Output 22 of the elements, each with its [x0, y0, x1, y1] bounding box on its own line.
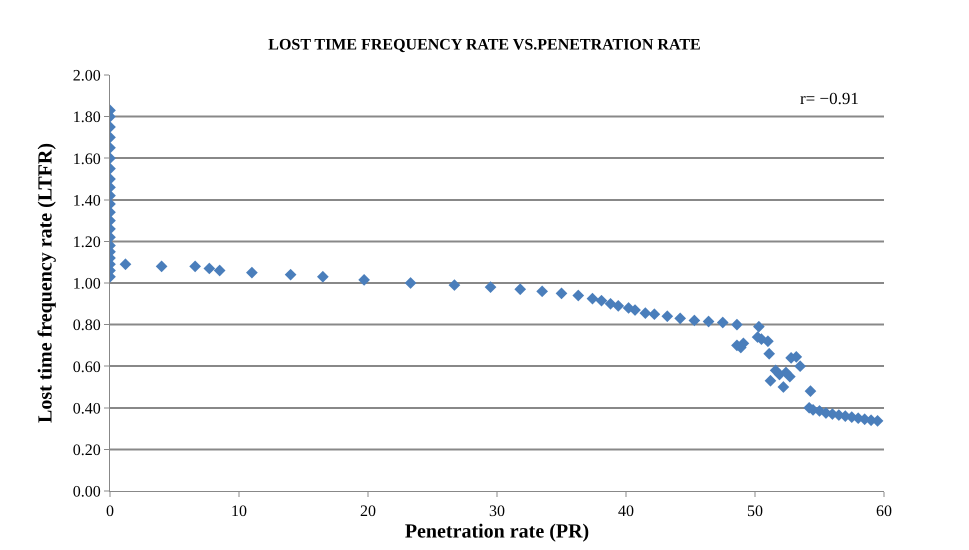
y-tick-label: 1.80: [72, 109, 101, 126]
y-tick-label: 1.20: [72, 234, 101, 251]
y-tick-label: 2.00: [72, 68, 101, 85]
x-tick-label: 10: [231, 503, 247, 520]
y-tick-label: 1.40: [72, 192, 101, 210]
x-axis-title: Penetration rate (PR): [404, 520, 590, 543]
y-tick-label: 0.00: [72, 484, 101, 501]
y-tick-label: 0.60: [72, 358, 101, 376]
y-axis-title: Lost time frequency rate (LTFR): [34, 143, 56, 423]
x-tick-label: 60: [876, 503, 892, 520]
x-tick-label: 50: [747, 503, 763, 520]
annotation: r= −0.91: [800, 89, 859, 108]
x-tick-label: 20: [360, 503, 376, 520]
x-tick-label: 30: [489, 503, 505, 520]
y-tick-label: 1.60: [72, 150, 101, 168]
y-tick-label: 0.80: [72, 317, 101, 334]
chart-title: LOST TIME FREQUENCY RATE VS.PENETRATION RATE: [268, 36, 701, 54]
y-tick-label: 1.00: [72, 276, 101, 293]
x-tick-label: 0: [106, 503, 114, 520]
y-tick-label: 0.20: [72, 442, 101, 459]
y-tick-label: 0.40: [72, 400, 101, 418]
x-tick-label: 40: [618, 503, 634, 520]
